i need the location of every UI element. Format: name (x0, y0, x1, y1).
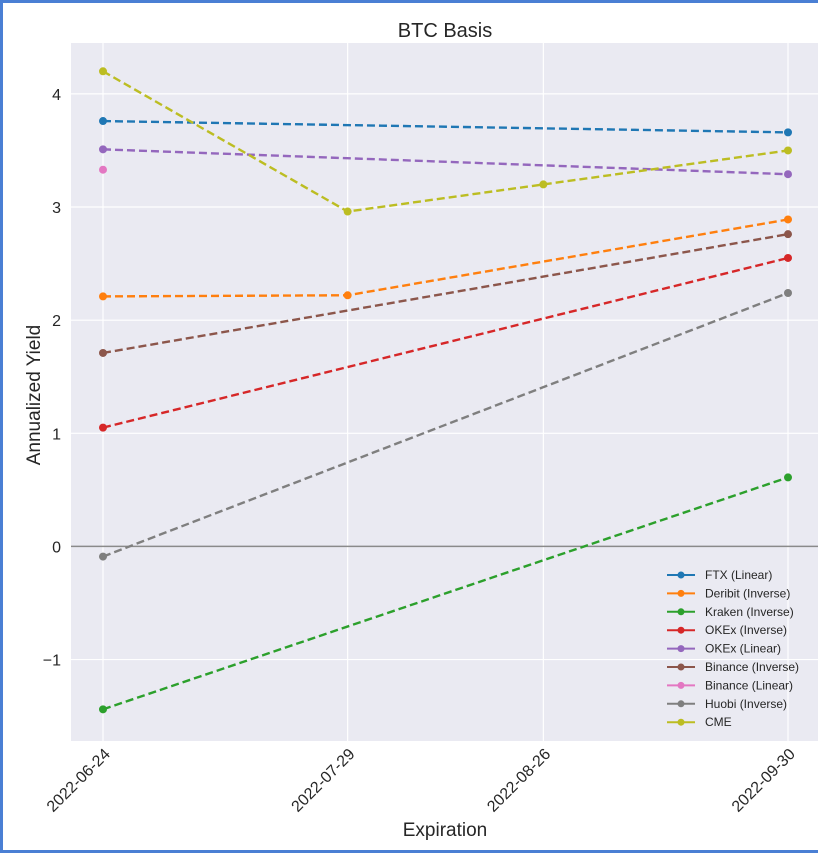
data-point (99, 117, 107, 126)
legend: FTX (Linear) Deribit (Inverse) Kraken (Inv… (667, 568, 799, 729)
y-tick-label: 2 (52, 313, 61, 330)
legend-item: Binance (Linear) (667, 678, 793, 692)
data-point (99, 705, 107, 714)
data-point (99, 67, 107, 76)
data-point (784, 128, 792, 137)
legend-label: OKEx (Linear) (705, 642, 781, 656)
legend-item: Binance (Inverse) (667, 660, 799, 674)
series-4 (99, 145, 792, 179)
legend-marker (677, 608, 685, 616)
legend-item: CME (667, 715, 732, 729)
legend-marker (677, 645, 685, 653)
data-point (784, 473, 792, 482)
legend-item: Huobi (Inverse) (667, 697, 787, 711)
x-tick-labels: 2022-06-24 2022-07-29 2022-08-26 2022-09-30 (44, 746, 799, 816)
data-point (784, 289, 792, 298)
legend-label: Huobi (Inverse) (705, 697, 787, 711)
series-6 (99, 165, 107, 174)
series-7 (99, 289, 792, 561)
legend-marker (677, 718, 685, 726)
series-1 (99, 215, 792, 301)
series-line (102, 119, 789, 134)
legend-item: FTX (Linear) (667, 568, 772, 582)
series-lines (99, 67, 792, 714)
data-point (784, 146, 792, 155)
legend-label: CME (705, 715, 732, 729)
series-line (102, 233, 789, 355)
legend-label: Kraken (Inverse) (705, 605, 794, 619)
data-point (784, 230, 792, 239)
legend-item: OKEx (Inverse) (667, 623, 787, 637)
series-line (102, 291, 789, 558)
data-point (99, 145, 107, 154)
x-tick-label: 2022-07-29 (289, 746, 359, 816)
y-axis-label: Annualized Yield (24, 325, 45, 466)
series-line (102, 70, 789, 213)
data-point (343, 291, 352, 300)
series-line (102, 148, 789, 176)
series-8 (99, 67, 792, 216)
legend-marker (677, 589, 685, 597)
data-point (99, 165, 107, 174)
y-tick-label: 0 (52, 539, 61, 556)
data-point (784, 215, 792, 224)
series-3 (99, 253, 792, 432)
legend-label: Binance (Inverse) (705, 660, 799, 674)
series-line (102, 256, 789, 429)
legend-item: Deribit (Inverse) (667, 586, 790, 600)
legend-label: Binance (Linear) (705, 678, 793, 692)
legend-marker (677, 663, 685, 671)
data-point (784, 253, 792, 262)
x-axis-label: Expiration (403, 820, 488, 841)
y-tick-label: −1 (43, 653, 61, 670)
legend-label: FTX (Linear) (705, 568, 772, 582)
legend-item: OKEx (Linear) (667, 642, 781, 656)
legend-label: Deribit (Inverse) (705, 586, 790, 600)
legend-label: OKEx (Inverse) (705, 623, 787, 637)
y-tick-label: 1 (52, 426, 61, 443)
legend-item: Kraken (Inverse) (667, 605, 794, 619)
series-0 (99, 117, 792, 137)
data-point (784, 170, 792, 179)
data-point (99, 552, 107, 561)
data-point (343, 207, 352, 216)
data-point (99, 292, 107, 301)
legend-marker (677, 626, 685, 634)
x-tick-label: 2022-06-24 (44, 746, 114, 816)
legend-marker (677, 700, 685, 708)
data-point (99, 423, 107, 432)
legend-marker (677, 571, 685, 579)
x-tick-label: 2022-09-30 (729, 746, 799, 816)
data-point (99, 348, 107, 357)
data-point (539, 180, 548, 189)
y-tick-label: 4 (52, 87, 61, 104)
y-tick-label: 3 (52, 200, 61, 217)
series-5 (99, 230, 792, 357)
legend-marker (677, 681, 685, 689)
y-tick-labels: −1 0 1 2 3 4 (43, 87, 61, 670)
series-2 (99, 473, 792, 714)
series-line (102, 476, 789, 711)
x-tick-label: 2022-08-26 (484, 746, 554, 816)
chart-title: BTC Basis (398, 20, 492, 42)
plot-area (71, 43, 818, 741)
